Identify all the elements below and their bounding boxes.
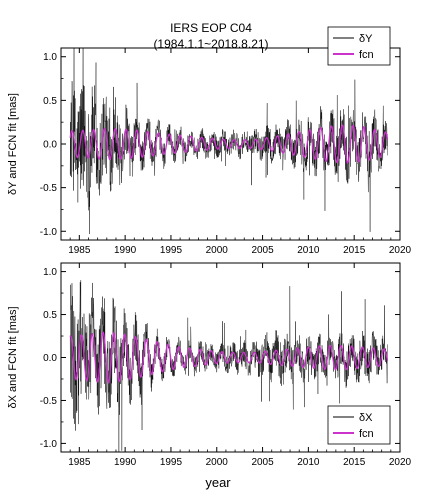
y-tick-label: 0.0 [43, 353, 57, 364]
x-tick-label: 1985 [68, 245, 91, 256]
x-tick-label: 2020 [389, 245, 412, 256]
y-tick-label: 1.0 [43, 267, 57, 278]
legend-box [327, 26, 391, 66]
x-axis-label: year [205, 475, 231, 490]
legend-label-observed: δY [359, 33, 373, 45]
y-axis-label-bottom: δX and FCN fit [mas] [7, 306, 19, 408]
x-tick-label: 2000 [206, 245, 229, 256]
series-fcn-top-line [69, 124, 389, 165]
legend-label-observed: δX [359, 412, 373, 424]
y-tick-label: 0.5 [43, 96, 57, 107]
x-tick-label: 1995 [160, 457, 183, 468]
x-tick-label: 2010 [297, 245, 320, 256]
x-tick-label: 1990 [114, 457, 137, 468]
y-tick-label: -1.0 [40, 227, 58, 238]
legend-label-fcn: fcn [359, 428, 374, 440]
legend-bottom: δX fcn [327, 405, 391, 445]
x-tick-label: 2020 [389, 457, 412, 468]
legend-box [327, 405, 391, 445]
legend-top: δY fcn [327, 26, 391, 66]
x-tick-label: 2015 [343, 245, 366, 256]
y-axis-label-top: δY and FCN fit [mas] [7, 93, 19, 195]
figure-title-line1: IERS EOP C04 [170, 21, 252, 35]
plot-area-top [69, 48, 389, 235]
y-tick-label: 0.0 [43, 140, 57, 151]
x-tick-label: 2010 [297, 457, 320, 468]
plot-area-bottom [69, 280, 389, 452]
figure-title: IERS EOP C04 (1984.1.1~2018.8.21) [153, 21, 268, 51]
x-tick-label: 2015 [343, 457, 366, 468]
x-tick-label: 1995 [160, 245, 183, 256]
y-tick-label: -1.0 [40, 439, 58, 450]
x-tick-label: 2000 [206, 457, 229, 468]
x-tick-label: 1990 [114, 245, 137, 256]
series-fcn-bottom-line [69, 331, 389, 384]
y-tick-label: -0.5 [40, 396, 58, 407]
y-tick-label: 0.5 [43, 310, 57, 321]
x-tick-label: 2005 [251, 245, 274, 256]
panel-top: 1985 1990 1995 2000 2005 2010 2015 2020 -1.0 -0.5… [7, 26, 412, 256]
y-tick-label: 1.0 [43, 52, 57, 63]
x-tick-label: 2005 [251, 457, 274, 468]
plot-frame-top [60, 47, 401, 241]
y-tick-label: -0.5 [40, 183, 58, 194]
panel-bottom: 1985 1990 1995 2000 2005 2010 2015 2020 -1.0 -0.5… [7, 262, 412, 468]
legend-label-fcn: fcn [359, 49, 374, 61]
x-tick-label: 1985 [68, 457, 91, 468]
